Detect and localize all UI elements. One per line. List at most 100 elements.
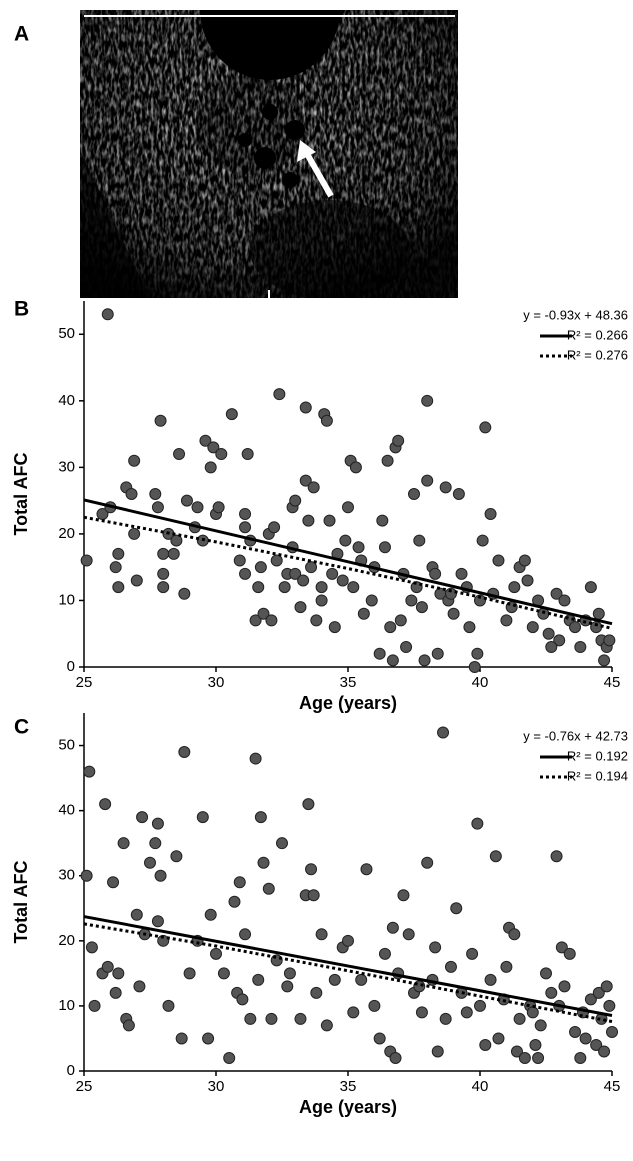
data-point: [233, 876, 246, 889]
data-point: [85, 941, 98, 954]
data-point: [355, 973, 368, 986]
y-axis-title: Total AFC: [11, 861, 31, 944]
data-point: [157, 567, 170, 580]
data-point: [386, 654, 399, 667]
data-point: [180, 494, 193, 507]
data-point: [326, 567, 339, 580]
data-point: [508, 581, 521, 594]
data-point: [437, 726, 450, 739]
data-point: [144, 856, 156, 869]
x-tick-label: 30: [208, 674, 225, 691]
data-point: [307, 889, 320, 902]
data-point: [397, 889, 410, 902]
x-tick-label: 35: [340, 1078, 357, 1095]
data-point: [479, 421, 492, 434]
data-point: [101, 308, 114, 321]
data-point: [88, 999, 101, 1012]
data-point: [241, 448, 254, 461]
data-point: [178, 587, 191, 600]
data-point: [83, 765, 96, 778]
data-point: [273, 388, 286, 401]
x-axis-title: Age (years): [299, 693, 397, 713]
y-tick-label: 40: [58, 392, 75, 409]
legend-label: R² = 0.194: [567, 768, 628, 783]
data-point: [574, 1051, 587, 1064]
data-point: [600, 980, 613, 993]
data-point: [252, 581, 265, 594]
data-point: [418, 654, 431, 667]
data-point: [276, 837, 288, 850]
panel-label: C: [14, 716, 29, 739]
data-point: [315, 928, 328, 941]
data-point: [347, 1006, 360, 1019]
data-point: [154, 869, 167, 882]
data-point: [122, 1019, 135, 1032]
y-tick-label: 20: [58, 932, 75, 949]
data-point: [239, 521, 252, 534]
data-point: [199, 434, 212, 447]
data-point: [476, 534, 489, 547]
data-point: [492, 554, 505, 567]
data-point: [244, 1012, 257, 1025]
data-point: [212, 501, 225, 514]
data-point: [500, 614, 513, 627]
data-point: [289, 494, 302, 507]
data-point: [563, 947, 576, 960]
data-point: [175, 1032, 188, 1045]
data-point: [598, 1045, 611, 1058]
data-point: [378, 947, 391, 960]
data-point: [413, 534, 426, 547]
data-point: [151, 817, 164, 830]
data-point: [357, 607, 370, 620]
data-point: [518, 554, 531, 567]
data-point: [336, 574, 349, 587]
data-point: [526, 621, 539, 634]
data-point: [444, 960, 457, 973]
data-point: [225, 408, 238, 421]
data-point: [310, 614, 323, 627]
data-point: [239, 507, 252, 520]
data-point: [80, 869, 93, 882]
data-point: [518, 1051, 531, 1064]
data-point: [463, 621, 476, 634]
data-point: [254, 561, 267, 574]
data-point: [233, 554, 246, 567]
data-point: [315, 594, 328, 607]
data-point: [558, 594, 571, 607]
data-point: [128, 527, 141, 540]
data-point: [310, 986, 323, 999]
x-tick-label: 45: [604, 674, 621, 691]
panel-label: A: [14, 23, 29, 46]
data-point: [545, 641, 558, 654]
data-point: [555, 941, 568, 954]
data-point: [109, 986, 122, 999]
data-point: [466, 947, 479, 960]
data-point: [202, 1032, 215, 1045]
data-point: [431, 1045, 444, 1058]
data-point: [402, 928, 415, 941]
data-point: [579, 1032, 592, 1045]
data-point: [450, 902, 463, 915]
data-point: [489, 850, 502, 863]
x-tick-label: 25: [76, 1078, 93, 1095]
data-point: [191, 501, 204, 514]
y-tick-label: 40: [58, 802, 75, 819]
data-point: [170, 534, 183, 547]
data-point: [484, 973, 497, 986]
data-point: [315, 581, 328, 594]
y-tick-label: 0: [67, 658, 75, 675]
data-point: [592, 607, 605, 620]
data-point: [373, 647, 386, 660]
legend-label: R² = 0.192: [567, 748, 628, 763]
trend-line: [83, 498, 613, 626]
data-point: [592, 986, 605, 999]
data-point: [151, 501, 164, 514]
data-point: [474, 594, 486, 607]
data-point: [130, 908, 143, 921]
data-point: [249, 614, 262, 627]
data-point: [415, 1006, 428, 1019]
data-point: [236, 993, 249, 1006]
data-point: [154, 414, 167, 427]
data-point: [252, 973, 265, 986]
data-point: [569, 621, 582, 634]
